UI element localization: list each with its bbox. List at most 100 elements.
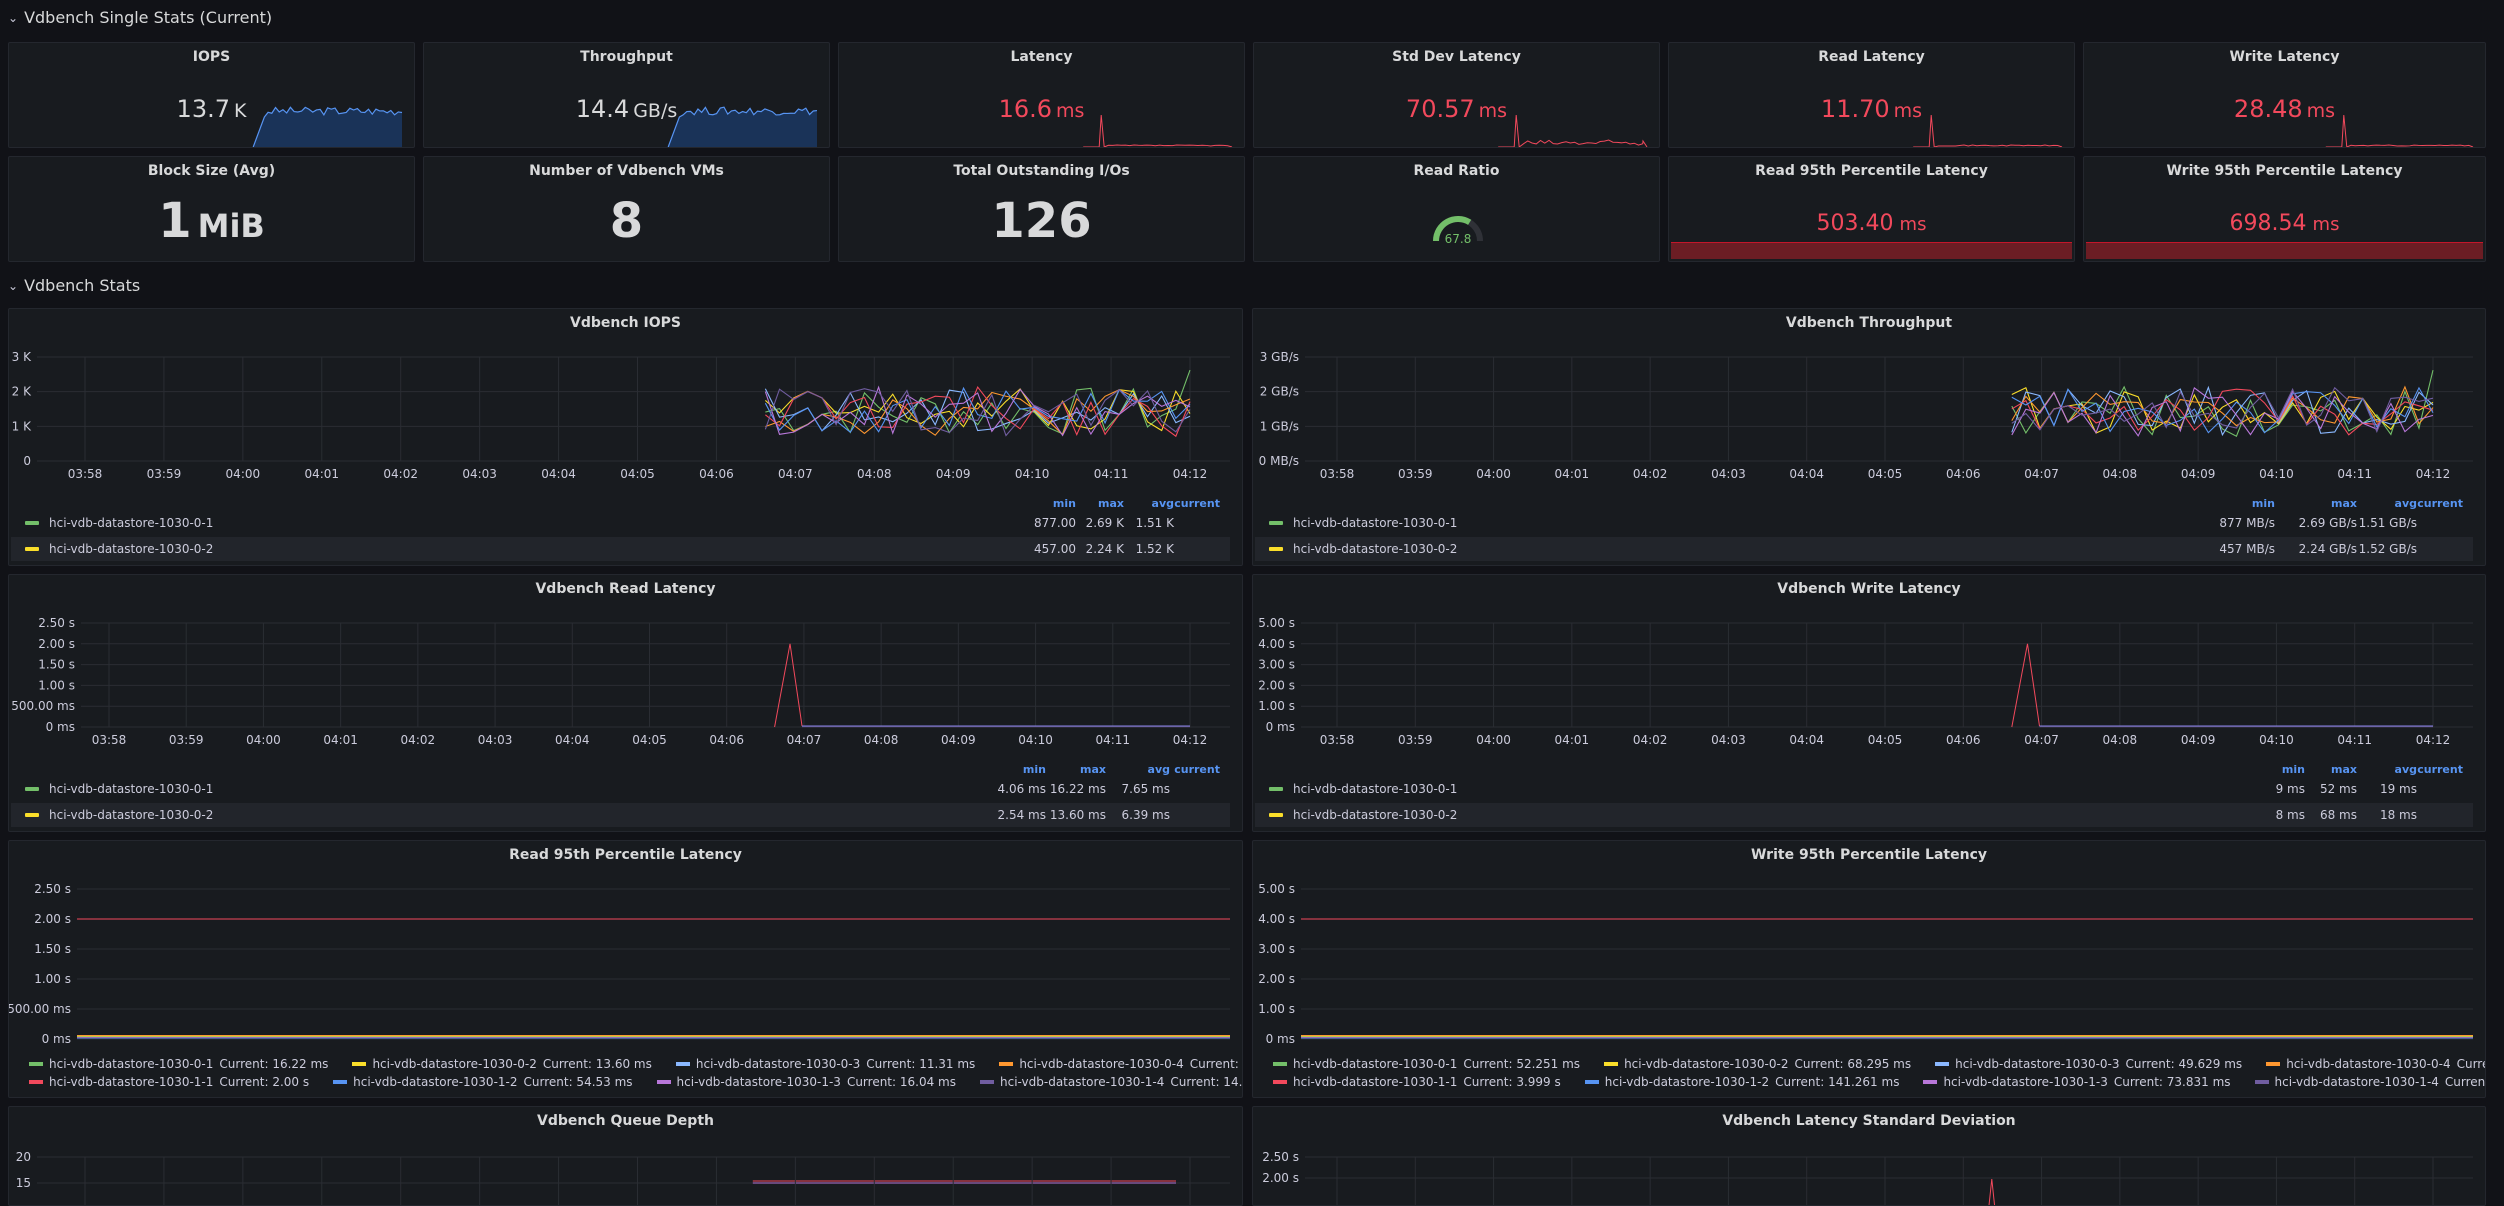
graph-panel-read-95th[interactable]: Read 95th Percentile Latency 2.50 s 2.00 s… <box>8 840 1243 1098</box>
x-tick-label: 04:03 <box>462 467 497 481</box>
legend-value-min: 2.54 ms <box>997 808 1046 822</box>
legend-row[interactable]: hci-vdb-datastore-1030-0-1 4.06 ms 16.22 m… <box>11 777 1230 801</box>
graph-canvas: 2.50 s 2.00 s 1.50 s 1.00 s 500.00 ms 0 ms <box>9 882 1230 1046</box>
row-header-stats[interactable]: ⌄ Vdbench Stats <box>8 276 140 295</box>
stat-panel[interactable]: Throughput 14.4 GB/s <box>423 42 830 148</box>
stat-value: 16.6 ms <box>839 95 1244 123</box>
x-tick-label: 04:09 <box>2181 467 2216 481</box>
y-tick-label: 3 K <box>12 350 32 364</box>
y-tick-label: 2.00 s <box>1258 678 1295 692</box>
stat-panel[interactable]: Std Dev Latency 70.57 ms <box>1253 42 1660 148</box>
legend-column-header[interactable]: current <box>2417 763 2463 776</box>
graph-panel-queue-depth[interactable]: Vdbench Queue Depth 20 15 <box>8 1106 1243 1206</box>
legend-item[interactable]: hci-vdb-datastore-1030-1-3 Current: 16.04… <box>645 1075 956 1089</box>
stat-panel[interactable]: Write Latency 28.48 ms <box>2083 42 2486 148</box>
graph-panel-read-latency[interactable]: Vdbench Read Latency 2.50 s 2.00 s 1.50 s 1.… <box>8 574 1243 832</box>
sparkline-line <box>667 106 818 147</box>
y-tick-label: 2.50 s <box>34 882 71 896</box>
x-tick-label: 04:03 <box>1711 467 1746 481</box>
sparkline-area <box>253 107 402 147</box>
legend-column-header[interactable]: max <box>2331 497 2357 510</box>
y-tick-label: 1.50 s <box>34 942 71 956</box>
legend-column-header[interactable]: current <box>2417 497 2463 510</box>
legend-row[interactable]: hci-vdb-datastore-1030-0-2 2.54 ms 13.60 m… <box>11 803 1230 827</box>
sparkline-line <box>1083 114 1233 147</box>
legend-row[interactable]: hci-vdb-datastore-1030-0-2 8 ms 68 ms 18 ms <box>1255 803 2473 827</box>
graph-panel-write-95th[interactable]: Write 95th Percentile Latency 5.00 s 4.00 … <box>1252 840 2486 1098</box>
stat-value: 70.57 ms <box>1254 95 1659 123</box>
legend-row[interactable]: hci-vdb-datastore-1030-0-2 457.00 2.24 K 1.… <box>11 537 1230 561</box>
legend-item[interactable]: hci-vdb-datastore-1030-1-1 Current: 3.999… <box>1261 1075 1561 1089</box>
stat-panel[interactable]: Block Size (Avg) 1 MiB <box>8 156 415 262</box>
legend-series-name: hci-vdb-datastore-1030-1-2 <box>1604 1075 1770 1089</box>
legend-item[interactable]: hci-vdb-datastore-1030-0-3 Current: 11.31… <box>664 1057 975 1071</box>
legend-item[interactable]: hci-vdb-datastore-1030-1-4 Current: 98.39… <box>2243 1075 2485 1089</box>
legend-item[interactable]: hci-vdb-datastore-1030-0-4 Current: 58.80… <box>2254 1057 2485 1071</box>
graph-panel-write-latency[interactable]: Vdbench Write Latency 5.00 s 4.00 s 3.00 s 2… <box>1252 574 2486 832</box>
legend-color-swatch <box>656 1080 671 1084</box>
legend-item[interactable]: hci-vdb-datastore-1030-0-2 Current: 13.60… <box>340 1057 652 1071</box>
legend-color-swatch <box>999 1062 1014 1066</box>
stat-panel[interactable]: Read 95th Percentile Latency 503.40 ms <box>1668 156 2075 262</box>
legend-color-swatch <box>352 1062 367 1066</box>
legend-item[interactable]: hci-vdb-datastore-1030-0-3 Current: 49.62… <box>1923 1057 2242 1071</box>
legend-row[interactable]: hci-vdb-datastore-1030-0-1 9 ms 52 ms 19 ms <box>1255 777 2473 801</box>
legend-column-header[interactable]: avg <box>2394 763 2417 776</box>
legend-item[interactable]: hci-vdb-datastore-1030-0-1 Current: 52.25… <box>1261 1057 1580 1071</box>
legend-column-header[interactable]: min <box>2281 763 2305 776</box>
stat-panel[interactable]: Write 95th Percentile Latency 698.54 ms <box>2083 156 2486 262</box>
legend-column-header[interactable]: min <box>2251 497 2275 510</box>
legend-column-header[interactable]: min <box>1022 763 1046 776</box>
sparkline <box>2325 114 2474 147</box>
x-tick-label: 03:58 <box>1320 733 1355 747</box>
legend-column-header[interactable]: min <box>1052 497 1076 510</box>
legend-item[interactable]: hci-vdb-datastore-1030-1-4 Current: 14.61… <box>968 1075 1242 1089</box>
stat-panel[interactable]: Total Outstanding I/Os 126 <box>838 156 1245 262</box>
stat-panel[interactable]: Number of Vdbench VMs 8 <box>423 156 830 262</box>
stat-value: 8 <box>424 193 829 249</box>
legend-row[interactable]: hci-vdb-datastore-1030-0-1 877.00 2.69 K 1.… <box>11 511 1230 535</box>
graph-canvas: 3 K 2 K 1 K 0 03:58 03:59 04:00 04:01 04:02 04:03… <box>12 350 1230 481</box>
legend-column-header[interactable]: max <box>1098 497 1124 510</box>
legend-column-header[interactable]: max <box>2331 763 2357 776</box>
panel-title: Number of Vdbench VMs <box>529 163 724 179</box>
graph-panel-latency-stddev[interactable]: Vdbench Latency Standard Deviation 2.50 s… <box>1252 1106 2486 1206</box>
legend-item[interactable]: hci-vdb-datastore-1030-1-3 Current: 73.83… <box>1911 1075 2231 1089</box>
y-tick-label: 2.00 s <box>38 637 75 651</box>
legend-color-swatch <box>25 787 39 791</box>
legend-column-header[interactable]: max <box>1080 763 1106 776</box>
graph-panel-throughput[interactable]: Vdbench Throughput 3 GB/s 2 GB/s 1 GB/s 0 MB… <box>1252 308 2486 566</box>
legend-item[interactable]: hci-vdb-datastore-1030-1-1 Current: 2.00 … <box>17 1075 309 1089</box>
x-tick-label: 04:08 <box>857 467 892 481</box>
x-tick-label: 04:04 <box>1789 733 1824 747</box>
legend-column-header[interactable]: avg <box>1147 763 1170 776</box>
legend-item[interactable]: hci-vdb-datastore-1030-1-2 Current: 141.2… <box>1573 1075 1899 1089</box>
legend-column-header[interactable]: current <box>1174 763 1220 776</box>
legend-row[interactable]: hci-vdb-datastore-1030-0-2 457 MB/s 2.24 G… <box>1255 537 2473 561</box>
legend-column-header[interactable]: current <box>1174 497 1220 510</box>
legend-value-max: 52 ms <box>2319 782 2357 796</box>
stat-panel[interactable]: IOPS 13.7 K <box>8 42 415 148</box>
graph-panel-iops[interactable]: Vdbench IOPS 3 K 2 K 1 K 0 03:58 03:59 04:00 04:… <box>8 308 1243 566</box>
legend-column-header[interactable]: avg <box>1151 497 1174 510</box>
stat-panel[interactable]: Read Ratio 67.8 <box>1253 156 1660 262</box>
series-line <box>764 385 1191 437</box>
sparkline-line <box>2325 114 2474 147</box>
row-title: Vdbench Single Stats (Current) <box>24 8 273 27</box>
y-tick-label: 500.00 ms <box>9 1002 71 1016</box>
row-header-single-stats[interactable]: ⌄ Vdbench Single Stats (Current) <box>8 8 272 27</box>
series-line <box>2011 385 2434 427</box>
legend-item[interactable]: hci-vdb-datastore-1030-0-4 Current: 20.76… <box>987 1057 1242 1071</box>
legend-color-swatch <box>1273 1080 1287 1084</box>
legend-column-header[interactable]: avg <box>2394 497 2417 510</box>
legend-row[interactable]: hci-vdb-datastore-1030-0-1 877 MB/s 2.69 G… <box>1255 511 2473 535</box>
stat-panel[interactable]: Read Latency 11.70 ms <box>1668 42 2075 148</box>
stat-number: 28.48 <box>2233 95 2303 123</box>
x-tick-label: 04:07 <box>778 467 813 481</box>
legend-color-swatch <box>1604 1062 1619 1066</box>
x-tick-label: 04:11 <box>2337 467 2372 481</box>
legend-item[interactable]: hci-vdb-datastore-1030-1-2 Current: 54.53… <box>321 1075 633 1089</box>
legend-item[interactable]: hci-vdb-datastore-1030-0-2 Current: 68.29… <box>1592 1057 1911 1071</box>
legend-item[interactable]: hci-vdb-datastore-1030-0-1 Current: 16.22… <box>17 1057 328 1071</box>
stat-panel[interactable]: Latency 16.6 ms <box>838 42 1245 148</box>
